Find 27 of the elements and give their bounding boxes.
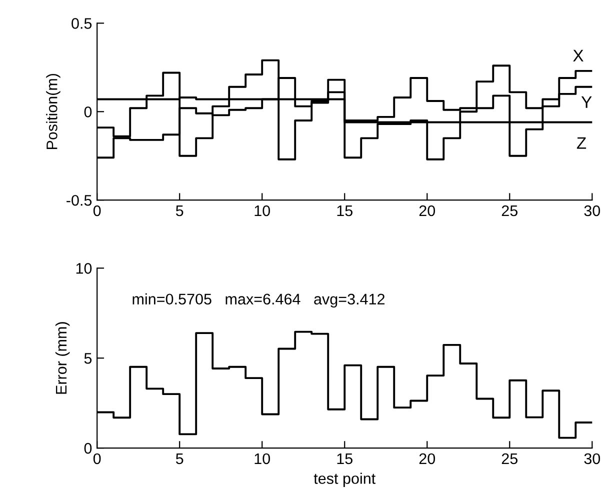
x-tick-label: 25: [502, 205, 518, 216]
x-tick-label: 0: [93, 453, 101, 464]
annotation: min=0.5705 max=6.464 avg=3.412: [132, 293, 385, 308]
y-axis-title: Error (mm): [55, 322, 70, 394]
y-tick-label: 0: [84, 106, 92, 118]
y-tick-label: 0: [84, 442, 92, 454]
x-tick-label: 20: [419, 205, 436, 216]
x-tick-label: 25: [502, 453, 518, 464]
y-tick-label: 0.5: [72, 18, 92, 29]
x-tick-label: 5: [176, 206, 184, 216]
y-tick-label: 10: [76, 262, 92, 274]
y-tick-label: 5: [84, 353, 92, 364]
x-tick-label: 30: [584, 453, 600, 464]
series-label: X: [573, 50, 584, 62]
series-label: Y: [581, 96, 592, 108]
y-axis-title: Position(m): [46, 74, 60, 150]
x-axis-title: test point: [314, 472, 376, 487]
x-tick-label: 10: [254, 453, 270, 464]
y-tick-label: -0.5: [66, 194, 92, 206]
x-tick-label: 20: [419, 453, 436, 464]
x-tick-label: 0: [93, 205, 101, 216]
x-tick-label: 15: [337, 206, 352, 216]
x-tick-label: 15: [337, 453, 352, 464]
x-tick-label: 30: [584, 205, 600, 216]
series-label: Z: [576, 137, 586, 149]
x-tick-label: 5: [176, 453, 184, 464]
x-tick-label: 10: [254, 205, 270, 216]
